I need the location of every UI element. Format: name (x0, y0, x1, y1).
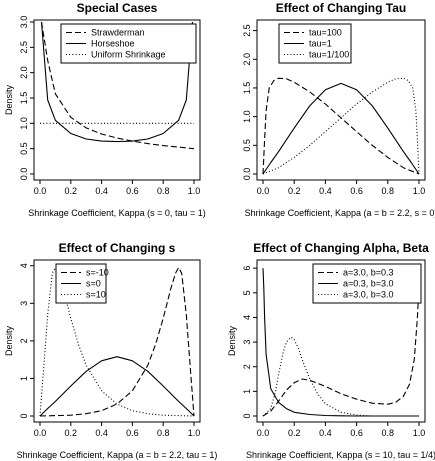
series-line-3 (262, 77, 420, 175)
y-tick-label: 4 (242, 315, 252, 320)
y-tick-label: 2 (242, 364, 252, 369)
series-line-3 (39, 267, 195, 417)
x-tick-label: 1.0 (413, 186, 426, 196)
x-tick-label: 0.4 (95, 428, 108, 438)
y-tick-label: 0.5 (19, 142, 29, 155)
y-tick-label: 0.0 (19, 168, 29, 181)
x-tick-label: 0.8 (157, 186, 170, 196)
legend: s=-10s=0s=10 (55, 263, 109, 304)
x-axis-label: Shrinkage Coefficient, Kappa (s = 0, tau… (28, 208, 205, 218)
chart-title: Special Cases (77, 1, 158, 15)
y-tick-label: 2.0 (19, 66, 29, 79)
legend-label: a=3.0, b=0.3 (343, 268, 394, 278)
x-tick-label: 0.2 (288, 428, 301, 438)
chart-title: Effect of Changing Tau (276, 1, 406, 15)
series-line-1 (262, 77, 420, 175)
legend-label: tau=100 (309, 28, 342, 38)
chart-panel-3: Effect of Changing s 0.0 0.2 0.4 0.6 0.8 1.0 0 1… (4, 241, 217, 460)
x-tick-label: 0.8 (157, 428, 170, 438)
series-line-2 (40, 21, 194, 143)
plot-frame (33, 19, 201, 181)
legend-label: a=3.0, b=3.0 (343, 290, 394, 300)
plot-frame (256, 259, 426, 423)
legend-label: a=0.3, b=3.0 (343, 279, 394, 289)
x-tick-label: 0.4 (319, 186, 332, 196)
x-tick-label: 0.2 (65, 428, 78, 438)
x-tick-label: 1.0 (413, 428, 426, 438)
y-tick-label: 2.5 (242, 24, 252, 37)
y-tick-label: 0 (19, 413, 29, 418)
y-axis-label: Density (4, 325, 14, 356)
y-tick-label: 3.0 (19, 16, 29, 29)
series-line-1 (40, 21, 195, 150)
y-tick-label: 0 (242, 413, 252, 418)
chart-panel-2: Effect of Changing Tau 0.0 0.2 0.4 0.6 0.8 1.0… (242, 1, 435, 218)
series-line-1 (262, 285, 420, 417)
x-tick-label: 0.6 (126, 186, 139, 196)
x-axis-label: Shrinkage Coefficient, Kappa (s = 10, ta… (246, 450, 435, 460)
y-tick-label: 2.0 (242, 53, 252, 66)
x-tick-label: 0.6 (350, 428, 363, 438)
x-tick-label: 0.0 (257, 428, 270, 438)
x-tick-label: 1.0 (188, 186, 201, 196)
x-tick-label: 0.0 (34, 428, 47, 438)
legend-label: tau=1 (309, 39, 332, 49)
legend-label: Horseshoe (91, 39, 135, 49)
x-tick-label: 0.8 (382, 428, 395, 438)
x-tick-label: 0.0 (34, 186, 47, 196)
series-line-3 (262, 336, 419, 417)
y-tick-label: 3 (242, 340, 252, 345)
series-group (262, 77, 420, 175)
chart-panel-1: Special Cases 0.0 0.2 0.4 0.6 0.8 1.0 0.0 0.5 1.0… (4, 1, 206, 218)
series-group (40, 21, 195, 150)
y-axis-label: Density (227, 325, 237, 356)
y-tick-label: 1.5 (242, 82, 252, 95)
y-tick-label: 1.0 (242, 110, 252, 123)
y-tick-label: 3 (19, 301, 29, 306)
series-line-2 (262, 82, 420, 175)
y-tick-label: 0.0 (242, 168, 252, 181)
series-line-2 (39, 356, 195, 417)
x-axis-label: Shrinkage Coefficient, Kappa (a = b = 2.… (245, 208, 435, 218)
legend-label: tau=1/100 (309, 50, 349, 60)
x-tick-label: 0.8 (382, 186, 395, 196)
y-tick-label: 1 (19, 376, 29, 381)
legend-label: s=-10 (86, 268, 109, 278)
series-group (39, 267, 195, 417)
y-tick-label: 5 (242, 290, 252, 295)
series-line-2 (262, 268, 419, 417)
y-tick-label: 6 (242, 266, 252, 271)
x-axis-label: Shrinkage Coefficient, Kappa (a = b = 2.… (17, 450, 218, 460)
x-tick-label: 1.0 (188, 428, 201, 438)
x-tick-label: 0.6 (126, 428, 139, 438)
y-tick-label: 1 (242, 389, 252, 394)
series-group (262, 268, 420, 417)
x-tick-label: 0.4 (95, 186, 108, 196)
x-tick-label: 0.0 (257, 186, 270, 196)
legend-label: s=10 (86, 290, 106, 300)
chart-panel-4: Effect of Changing Alpha, Beta 0.0 0.2 0.4 0… (227, 241, 435, 460)
x-tick-label: 0.4 (319, 428, 332, 438)
x-tick-label: 0.6 (350, 186, 363, 196)
chart-title: Effect of Changing Alpha, Beta (253, 241, 429, 255)
y-tick-label: 2 (19, 338, 29, 343)
x-tick-label: 0.2 (288, 186, 301, 196)
plot-frame (256, 19, 426, 181)
series-line-1 (39, 267, 195, 417)
y-tick-label: 4 (19, 263, 29, 268)
y-tick-label: 1.0 (19, 117, 29, 130)
y-tick-label: 2.5 (19, 41, 29, 54)
legend-label: Strawderman (91, 28, 145, 38)
chart-title: Effect of Changing s (59, 241, 176, 255)
legend-label: s=0 (86, 279, 101, 289)
legend-label: Uniform Shrinkage (91, 50, 166, 60)
y-tick-label: 1.5 (19, 92, 29, 105)
y-tick-label: 0.5 (242, 139, 252, 152)
y-axis-label: Density (4, 84, 14, 115)
x-tick-label: 0.2 (65, 186, 78, 196)
legend: a=3.0, b=0.3a=0.3, b=3.0a=3.0, b=3.0 (312, 263, 422, 304)
